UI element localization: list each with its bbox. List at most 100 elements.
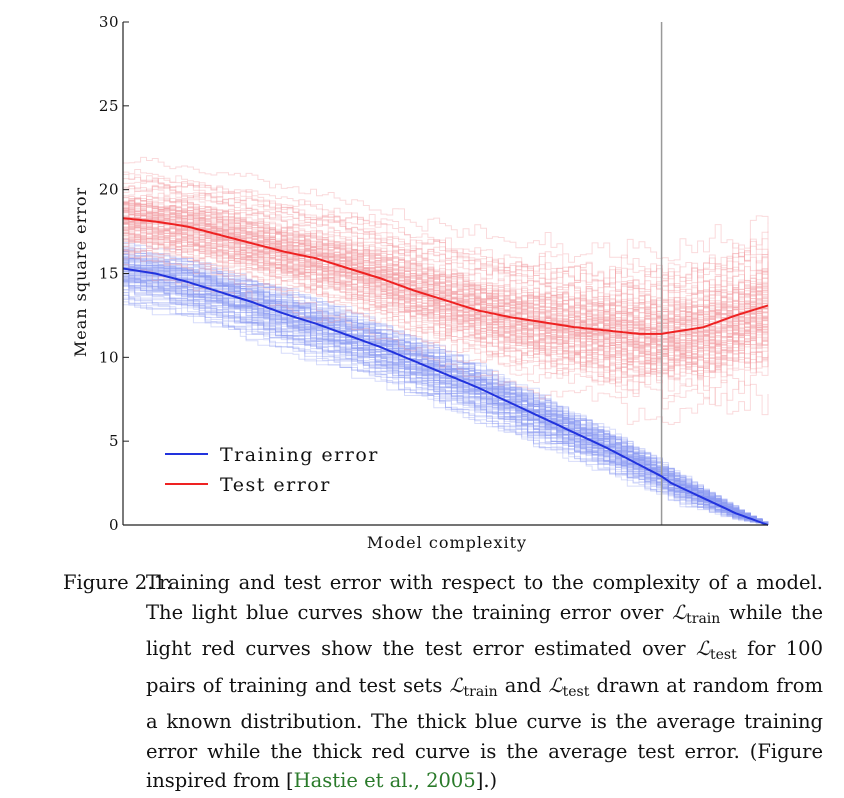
light-test-curve: [123, 192, 769, 316]
light-training-curve: [123, 250, 769, 525]
subscript-train: train: [463, 683, 498, 700]
light-training-curve: [123, 258, 769, 525]
light-test-curve: [123, 200, 769, 326]
light-test-curve: [123, 210, 769, 334]
light-training-curve: [123, 256, 769, 525]
light-training-curve: [123, 297, 769, 525]
light-training-curve: [123, 258, 769, 525]
light-training-curve: [123, 252, 769, 525]
caption-text-e: drawn at random from a known distributio…: [146, 673, 823, 793]
training-error-mean-curve: [122, 267, 769, 526]
light-training-curve: [123, 264, 769, 525]
y-axis-ticks: 0 5 10 15 20 25 30: [99, 13, 129, 534]
light-test-curve: [123, 201, 769, 339]
light-training-curve: [123, 289, 769, 525]
light-training-curve: [123, 245, 769, 525]
light-training-curve: [123, 261, 769, 525]
light-test-curve: [123, 227, 769, 369]
subscript-test: test: [710, 647, 737, 663]
light-training-curve: [123, 276, 769, 525]
light-test-curve: [123, 226, 769, 371]
light-test-curve: [123, 236, 769, 378]
light-training-curve: [123, 267, 769, 525]
legend-label-test: Test error: [220, 474, 331, 496]
light-test-curve: [123, 232, 769, 383]
light-training-curve: [123, 269, 769, 525]
light-training-curve: [123, 259, 769, 525]
y-tick-label: 20: [99, 181, 119, 199]
light-training-curve: [123, 275, 769, 525]
light-training-curve: [123, 242, 769, 525]
light-training-curve: [123, 262, 769, 525]
light-test-curve: [123, 220, 769, 355]
light-training-curve: [123, 259, 769, 525]
light-test-curve: [123, 207, 769, 348]
light-test-curve: [123, 220, 769, 356]
subscript-train: train: [686, 610, 721, 627]
light-training-curve: [123, 258, 769, 525]
light-training-curve: [123, 256, 769, 525]
light-training-curve: [123, 260, 769, 525]
caption-text-d: and: [497, 673, 549, 697]
light-training-curve: [123, 249, 769, 525]
light-test-curve: [123, 250, 769, 399]
x-axis-title: Model complexity: [367, 533, 527, 552]
light-training-curve: [123, 268, 769, 525]
light-test-curve: [123, 226, 769, 370]
light-training-curve: [123, 292, 769, 525]
legend-label-training: Training error: [220, 444, 379, 466]
light-training-curve: [123, 261, 769, 525]
light-test-curve: [123, 221, 769, 363]
light-test-curve: [123, 221, 769, 363]
light-training-curve: [123, 253, 769, 525]
light-test-curve: [123, 247, 769, 392]
light-training-curve: [123, 263, 769, 525]
light-test-curve: [123, 217, 769, 362]
light-test-curve: [123, 229, 769, 362]
light-test-curve: [123, 208, 769, 353]
light-training-curve: [123, 281, 769, 525]
light-test-curve: [123, 209, 769, 338]
light-training-curve: [123, 281, 769, 525]
light-test-curve: [123, 186, 769, 302]
light-test-curve: [123, 229, 769, 373]
light-training-curve: [123, 273, 769, 525]
light-training-curve: [123, 257, 769, 525]
light-training-curve: [123, 255, 769, 525]
light-test-curve: [123, 230, 768, 365]
light-test-curve: [123, 248, 769, 376]
light-training-curve: [123, 291, 769, 525]
light-test-curves: [123, 156, 769, 425]
light-training-curve: [123, 285, 769, 525]
light-test-curve: [123, 230, 769, 377]
light-test-curve: [123, 238, 769, 380]
light-test-curve: [123, 205, 769, 333]
light-test-curve: [123, 218, 769, 345]
light-test-curve: [123, 196, 769, 325]
y-tick-label: 0: [109, 516, 119, 534]
light-training-curve: [123, 279, 769, 525]
citation-link[interactable]: Hastie et al., 2005: [293, 769, 476, 792]
y-axis-title: Mean square error: [71, 187, 90, 357]
light-training-curve: [123, 304, 769, 525]
light-training-curve: [123, 247, 769, 525]
light-training-curve: [123, 259, 769, 525]
light-test-curve: [123, 224, 769, 360]
light-test-curve: [123, 178, 769, 304]
light-training-curve: [123, 251, 769, 525]
chart: 0 5 10 15 20 25 30 Model complexity Mean squar…: [71, 13, 769, 552]
light-test-curve: [123, 236, 769, 379]
caption-text-b: while the light red curves show the test…: [146, 600, 824, 661]
light-training-curve: [123, 259, 769, 525]
light-test-curve: [123, 199, 769, 330]
legend: Training error Test error: [165, 444, 379, 496]
set-symbol: ℒ: [695, 637, 711, 660]
light-test-curve: [123, 209, 769, 343]
light-test-curve: [123, 188, 769, 312]
light-test-curve: [123, 197, 769, 329]
light-training-curve: [123, 272, 769, 525]
light-training-curve: [123, 278, 769, 525]
light-test-curve: [123, 169, 769, 288]
light-test-curve: [123, 195, 769, 315]
light-test-curve: [123, 250, 769, 394]
